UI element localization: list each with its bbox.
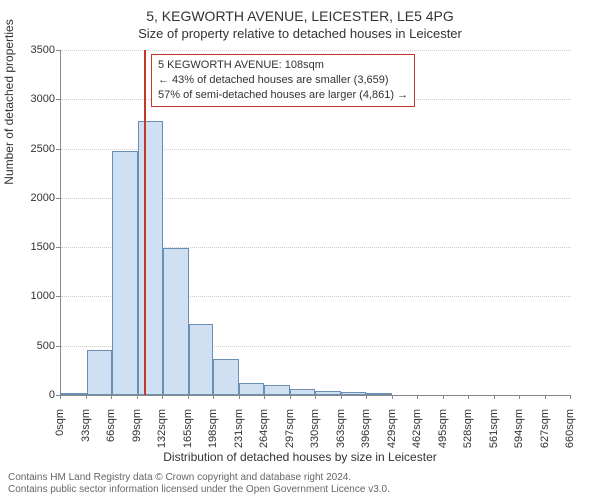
histogram-bar	[366, 393, 392, 395]
x-tick-mark	[443, 395, 444, 399]
y-tick-label: 1000	[5, 290, 55, 302]
histogram-bar	[315, 391, 341, 395]
x-tick-label: 528sqm	[462, 409, 474, 459]
y-tick-label: 2000	[5, 192, 55, 204]
x-tick-label: 297sqm	[284, 409, 296, 459]
histogram-bar	[290, 389, 316, 395]
annotation-box: 5 KEGWORTH AVENUE: 108sqm ← 43% of detac…	[151, 54, 415, 107]
x-tick-mark	[137, 395, 138, 399]
x-tick-label: 231sqm	[233, 409, 245, 459]
histogram-bar	[61, 393, 87, 395]
y-tick-label: 0	[5, 389, 55, 401]
y-tick-mark	[56, 346, 60, 347]
x-tick-mark	[213, 395, 214, 399]
x-tick-mark	[545, 395, 546, 399]
annotation-line-1: 5 KEGWORTH AVENUE: 108sqm	[158, 58, 408, 73]
x-tick-mark	[111, 395, 112, 399]
x-tick-label: 660sqm	[564, 409, 576, 459]
x-tick-mark	[86, 395, 87, 399]
x-tick-mark	[341, 395, 342, 399]
y-axis-label: Number of detached properties	[2, 0, 16, 222]
x-tick-label: 495sqm	[437, 409, 449, 459]
x-tick-mark	[264, 395, 265, 399]
footer-line-2: Contains public sector information licen…	[8, 484, 390, 496]
x-tick-mark	[239, 395, 240, 399]
page-root: 5, KEGWORTH AVENUE, LEICESTER, LE5 4PG S…	[0, 0, 600, 500]
annotation-line-2: ← 43% of detached houses are smaller (3,…	[158, 73, 408, 88]
page-subtitle: Size of property relative to detached ho…	[0, 26, 600, 41]
x-tick-label: 33sqm	[80, 409, 92, 459]
x-tick-label: 264sqm	[258, 409, 270, 459]
histogram-bar	[341, 392, 367, 395]
x-tick-mark	[519, 395, 520, 399]
y-tick-mark	[56, 149, 60, 150]
x-tick-label: 561sqm	[488, 409, 500, 459]
y-tick-label: 500	[5, 340, 55, 352]
x-tick-label: 462sqm	[411, 409, 423, 459]
histogram-bar	[87, 350, 113, 395]
x-tick-label: 99sqm	[131, 409, 143, 459]
x-tick-label: 429sqm	[386, 409, 398, 459]
histogram-bar	[239, 383, 265, 395]
x-tick-label: 330sqm	[309, 409, 321, 459]
page-title: 5, KEGWORTH AVENUE, LEICESTER, LE5 4PG	[0, 8, 600, 24]
x-tick-mark	[392, 395, 393, 399]
x-tick-mark	[494, 395, 495, 399]
x-tick-mark	[290, 395, 291, 399]
histogram-bar	[138, 121, 164, 395]
histogram-bar	[163, 248, 189, 395]
x-tick-label: 66sqm	[105, 409, 117, 459]
x-tick-mark	[468, 395, 469, 399]
y-tick-mark	[56, 99, 60, 100]
x-tick-mark	[162, 395, 163, 399]
marker-line	[144, 50, 146, 395]
y-tick-mark	[56, 50, 60, 51]
x-tick-mark	[188, 395, 189, 399]
y-tick-mark	[56, 296, 60, 297]
x-tick-mark	[570, 395, 571, 399]
x-tick-mark	[315, 395, 316, 399]
x-tick-label: 132sqm	[156, 409, 168, 459]
x-tick-mark	[417, 395, 418, 399]
histogram-bar	[189, 324, 214, 395]
histogram-bar	[112, 151, 138, 395]
x-tick-label: 363sqm	[335, 409, 347, 459]
y-tick-label: 3500	[5, 44, 55, 56]
footer-line-1: Contains HM Land Registry data © Crown c…	[8, 472, 390, 484]
grid-line	[61, 50, 571, 51]
x-tick-label: 0sqm	[54, 409, 66, 459]
x-tick-label: 627sqm	[539, 409, 551, 459]
histogram-plot: 5 KEGWORTH AVENUE: 108sqm ← 43% of detac…	[60, 50, 571, 396]
histogram-bar	[213, 359, 239, 395]
x-tick-label: 198sqm	[207, 409, 219, 459]
x-tick-label: 165sqm	[182, 409, 194, 459]
histogram-bar	[264, 385, 290, 395]
y-tick-mark	[56, 198, 60, 199]
x-tick-mark	[60, 395, 61, 399]
footer-text: Contains HM Land Registry data © Crown c…	[8, 472, 390, 496]
y-tick-label: 1500	[5, 241, 55, 253]
x-tick-label: 594sqm	[513, 409, 525, 459]
annotation-line-3: 57% of semi-detached houses are larger (…	[158, 88, 408, 103]
x-tick-mark	[366, 395, 367, 399]
y-tick-mark	[56, 247, 60, 248]
x-tick-label: 396sqm	[360, 409, 372, 459]
y-tick-label: 2500	[5, 143, 55, 155]
y-tick-label: 3000	[5, 93, 55, 105]
